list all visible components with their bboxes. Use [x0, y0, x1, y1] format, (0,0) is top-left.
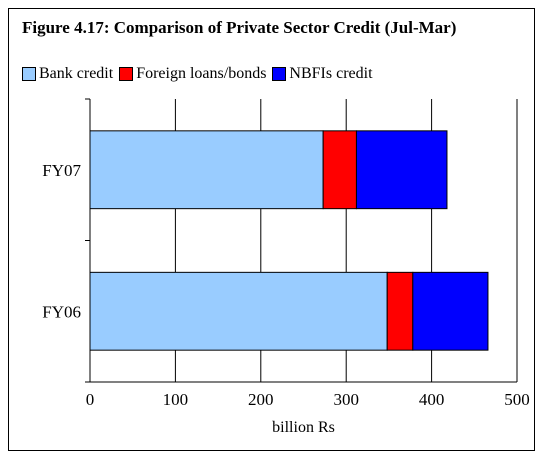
chart-frame [8, 8, 535, 451]
x-tick-label-400: 400 [419, 390, 445, 409]
x-tick-label-100: 100 [163, 390, 189, 409]
legend-item-bank-credit: Bank credit [22, 65, 113, 83]
legend-item-nbfis-credit: NBFIs credit [272, 65, 373, 83]
y-tick-label-fy06: FY06 [42, 302, 81, 321]
x-tick-label-200: 200 [248, 390, 274, 409]
x-tick-label-500: 500 [504, 390, 530, 409]
bar-fy07-nbfis-credit [355, 130, 448, 210]
bar-fy07-bank-credit [89, 130, 324, 210]
x-tick-label-0: 0 [86, 390, 95, 409]
legend-swatch-foreign-loans [119, 67, 134, 81]
legend-label-foreign-loans: Foreign loans/bonds [136, 65, 267, 82]
bar-fy06-bank-credit [89, 271, 388, 351]
legend-swatch-bank-credit [22, 67, 36, 81]
bar-fy06-foreign-loans-bonds [386, 271, 414, 351]
legend-item-foreign-loans: Foreign loans/bonds [119, 65, 266, 83]
x-tick-label-300: 300 [333, 390, 359, 409]
legend-label-bank-credit: Bank credit [39, 65, 114, 82]
x-axis-label: billion Rs [272, 419, 335, 436]
bar-fy06-nbfis-credit [412, 271, 489, 351]
y-tick-label-fy07: FY07 [42, 161, 81, 180]
legend-label-nbfis-credit: NBFIs credit [289, 65, 373, 82]
legend: Bank credit Foreign loans/bonds NBFIs cr… [22, 61, 379, 87]
bar-fy07-foreign-loans-bonds [322, 130, 357, 210]
chart-title: Figure 4.17: Comparison of Private Secto… [22, 18, 457, 37]
legend-swatch-nbfis-credit [272, 67, 287, 81]
